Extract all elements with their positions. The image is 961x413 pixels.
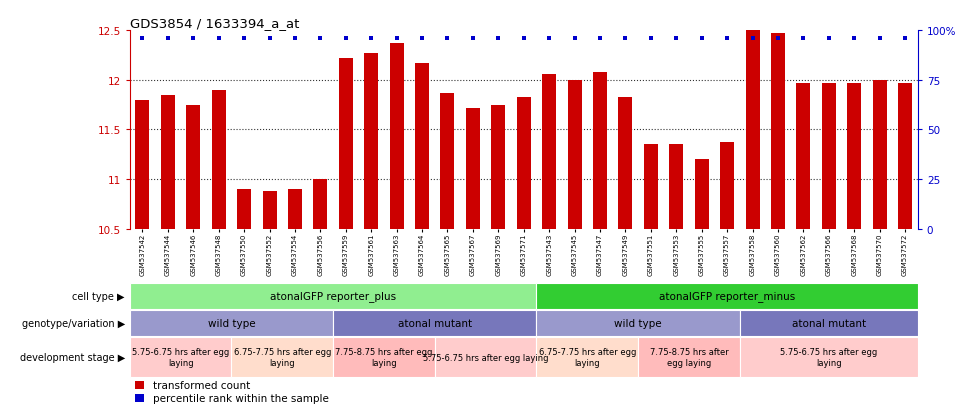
Bar (771, 34, 785, 229)
Text: atonal mutant: atonal mutant (792, 318, 866, 328)
Bar (288, 190, 302, 229)
Text: genotype/variation ▶: genotype/variation ▶ (22, 318, 125, 328)
Text: 5.75-6.75 hrs after egg
laying: 5.75-6.75 hrs after egg laying (780, 348, 877, 367)
Bar (313, 180, 328, 229)
Text: atonalGFP reporter_plus: atonalGFP reporter_plus (270, 291, 396, 302)
Bar (389, 44, 404, 229)
Bar (822, 83, 836, 229)
Legend: transformed count, percentile rank within the sample: transformed count, percentile rank withi… (135, 380, 329, 404)
Bar (339, 59, 353, 229)
Bar (517, 97, 530, 229)
Text: wild type: wild type (614, 318, 662, 328)
Bar (542, 75, 556, 229)
Bar (593, 73, 607, 229)
Bar (669, 145, 683, 229)
Bar (619, 97, 632, 229)
Text: 7.75-8.75 hrs after egg
laying: 7.75-8.75 hrs after egg laying (335, 348, 432, 367)
Text: GDS3854 / 1633394_a_at: GDS3854 / 1633394_a_at (130, 17, 299, 30)
Bar (136, 100, 150, 229)
Bar (873, 81, 887, 229)
Bar (211, 90, 226, 229)
Text: 7.75-8.75 hrs after
egg laying: 7.75-8.75 hrs after egg laying (650, 348, 728, 367)
Bar (536, 310, 740, 336)
Text: atonal mutant: atonal mutant (398, 318, 472, 328)
Bar (536, 337, 638, 377)
Bar (746, 31, 759, 229)
Bar (130, 310, 333, 336)
Text: development stage ▶: development stage ▶ (19, 352, 125, 362)
Bar (237, 190, 251, 229)
Bar (568, 81, 581, 229)
Bar (466, 108, 480, 229)
Bar (186, 105, 200, 229)
Bar (899, 83, 912, 229)
Bar (720, 143, 734, 229)
Bar (644, 145, 658, 229)
Text: 6.75-7.75 hrs after egg
laying: 6.75-7.75 hrs after egg laying (538, 348, 636, 367)
Bar (740, 337, 918, 377)
Text: 6.75-7.75 hrs after egg
laying: 6.75-7.75 hrs after egg laying (234, 348, 331, 367)
Bar (848, 83, 861, 229)
Bar (130, 337, 232, 377)
Text: 5.75-6.75 hrs after egg laying: 5.75-6.75 hrs after egg laying (423, 353, 549, 362)
Text: atonalGFP reporter_minus: atonalGFP reporter_minus (659, 291, 796, 302)
Bar (160, 95, 175, 229)
Bar (638, 337, 740, 377)
Bar (434, 337, 536, 377)
Text: wild type: wild type (208, 318, 256, 328)
Bar (333, 337, 434, 377)
Text: cell type ▶: cell type ▶ (72, 291, 125, 301)
Bar (333, 310, 536, 336)
Bar (415, 64, 429, 229)
Bar (695, 160, 708, 229)
Bar (262, 192, 277, 229)
Text: 5.75-6.75 hrs after egg
laying: 5.75-6.75 hrs after egg laying (132, 348, 230, 367)
Bar (440, 93, 455, 229)
Bar (364, 54, 379, 229)
Bar (491, 105, 505, 229)
Bar (130, 283, 536, 309)
Bar (232, 337, 333, 377)
Bar (797, 83, 810, 229)
Bar (536, 283, 918, 309)
Bar (740, 310, 918, 336)
